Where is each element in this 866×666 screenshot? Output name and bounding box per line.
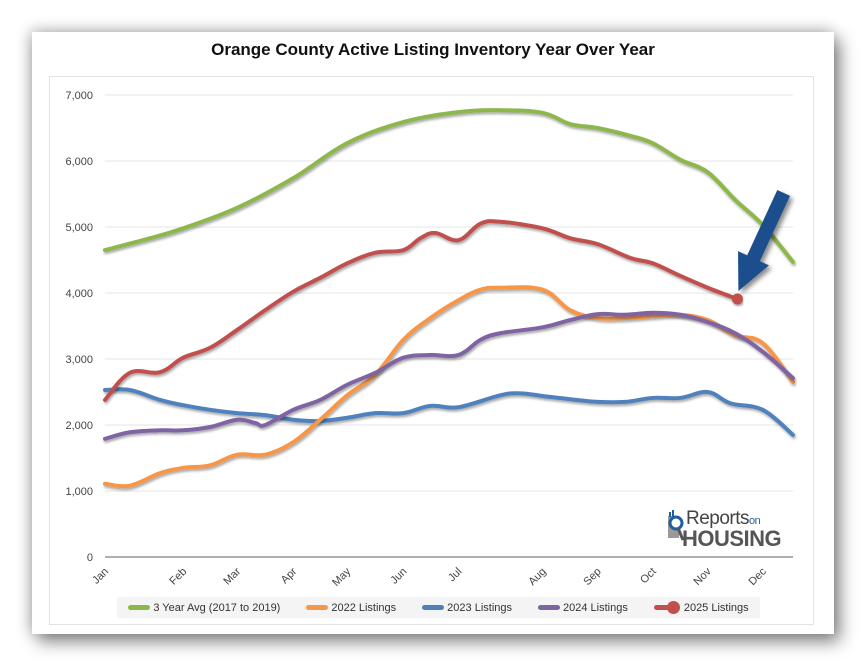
x-tick-label: Dec bbox=[747, 565, 770, 588]
x-tick-label: Jan bbox=[90, 566, 111, 587]
y-tick-label: 0 bbox=[87, 552, 93, 564]
x-tick-label: Jul bbox=[446, 566, 464, 584]
legend-label: 2025 Listings bbox=[683, 601, 749, 614]
series-line-2025-listings bbox=[103, 219, 740, 402]
x-tick-label: Sep bbox=[581, 566, 603, 588]
x-tick-label: Nov bbox=[691, 565, 714, 588]
logo-magnifier-icon bbox=[668, 510, 684, 541]
y-tick-label: 4,000 bbox=[65, 288, 93, 300]
annotation-arrow-group bbox=[738, 189, 791, 291]
legend-item: 3 Year Avg (2017 to 2019) bbox=[128, 602, 280, 614]
legend-item: 2023 Listings bbox=[422, 602, 512, 614]
legend-marker bbox=[666, 601, 680, 614]
legend-item: 2022 Listings bbox=[306, 602, 396, 614]
legend-label: 2023 Listings bbox=[447, 601, 512, 614]
legend-swatch bbox=[653, 601, 680, 614]
series-line-2024-listings bbox=[103, 310, 795, 441]
series-lines bbox=[103, 108, 795, 489]
x-axis-ticks: Jan Feb Mar Apr May Jun Jul Aug Sep Oct Nov Dec bbox=[90, 565, 769, 589]
legend-label: 2022 Listings bbox=[331, 601, 397, 614]
legend-swatch bbox=[422, 605, 445, 610]
legend-label: 2024 Listings bbox=[563, 601, 628, 614]
legend-label: 3 Year Avg (2017 to 2019) bbox=[153, 601, 281, 614]
chart-card bbox=[32, 32, 834, 634]
chart-title: Orange County Active Listing Inventory Y… bbox=[211, 40, 655, 59]
x-tick-label: Apr bbox=[279, 565, 300, 586]
annotation-arrow bbox=[738, 189, 791, 291]
y-axis-ticks: 0 1,000 2,000 3,000 4,000 5,000 6,000 7,000 bbox=[65, 90, 93, 564]
y-tick-label: 2,000 bbox=[65, 420, 93, 432]
reports-on-housing-logo: Reportson HOUSING bbox=[666, 508, 794, 554]
series-line-2023-listings bbox=[103, 387, 795, 437]
legend-swatch bbox=[538, 605, 560, 610]
legend-swatch bbox=[306, 605, 329, 610]
y-tick-label: 3,000 bbox=[65, 354, 93, 366]
chart-frame bbox=[49, 76, 814, 625]
x-tick-label: Mar bbox=[221, 565, 243, 587]
logo-text-reports: Reportson bbox=[686, 508, 761, 529]
legend: 3 Year Avg (2017 to 2019) 2022 Listings 20… bbox=[117, 597, 760, 618]
x-tick-label: Aug bbox=[526, 566, 548, 588]
legend-swatch bbox=[128, 605, 151, 610]
x-tick-label: Jun bbox=[388, 566, 409, 587]
legend-item: 2025 Listings bbox=[653, 601, 749, 614]
x-tick-label: Feb bbox=[167, 566, 189, 588]
gridlines bbox=[105, 94, 793, 558]
series-line-3-year-avg-2017-to-2019 bbox=[103, 108, 795, 264]
y-tick-label: 7,000 bbox=[65, 90, 93, 102]
legend-item: 2024 Listings bbox=[538, 602, 628, 614]
series-end-marker bbox=[731, 293, 743, 305]
x-tick-label: Oct bbox=[638, 566, 659, 587]
y-tick-label: 5,000 bbox=[65, 222, 93, 234]
y-tick-label: 6,000 bbox=[65, 156, 93, 168]
x-tick-label: May bbox=[330, 565, 354, 589]
y-tick-label: 1,000 bbox=[65, 486, 93, 498]
logo-text-housing: HOUSING bbox=[682, 526, 782, 551]
